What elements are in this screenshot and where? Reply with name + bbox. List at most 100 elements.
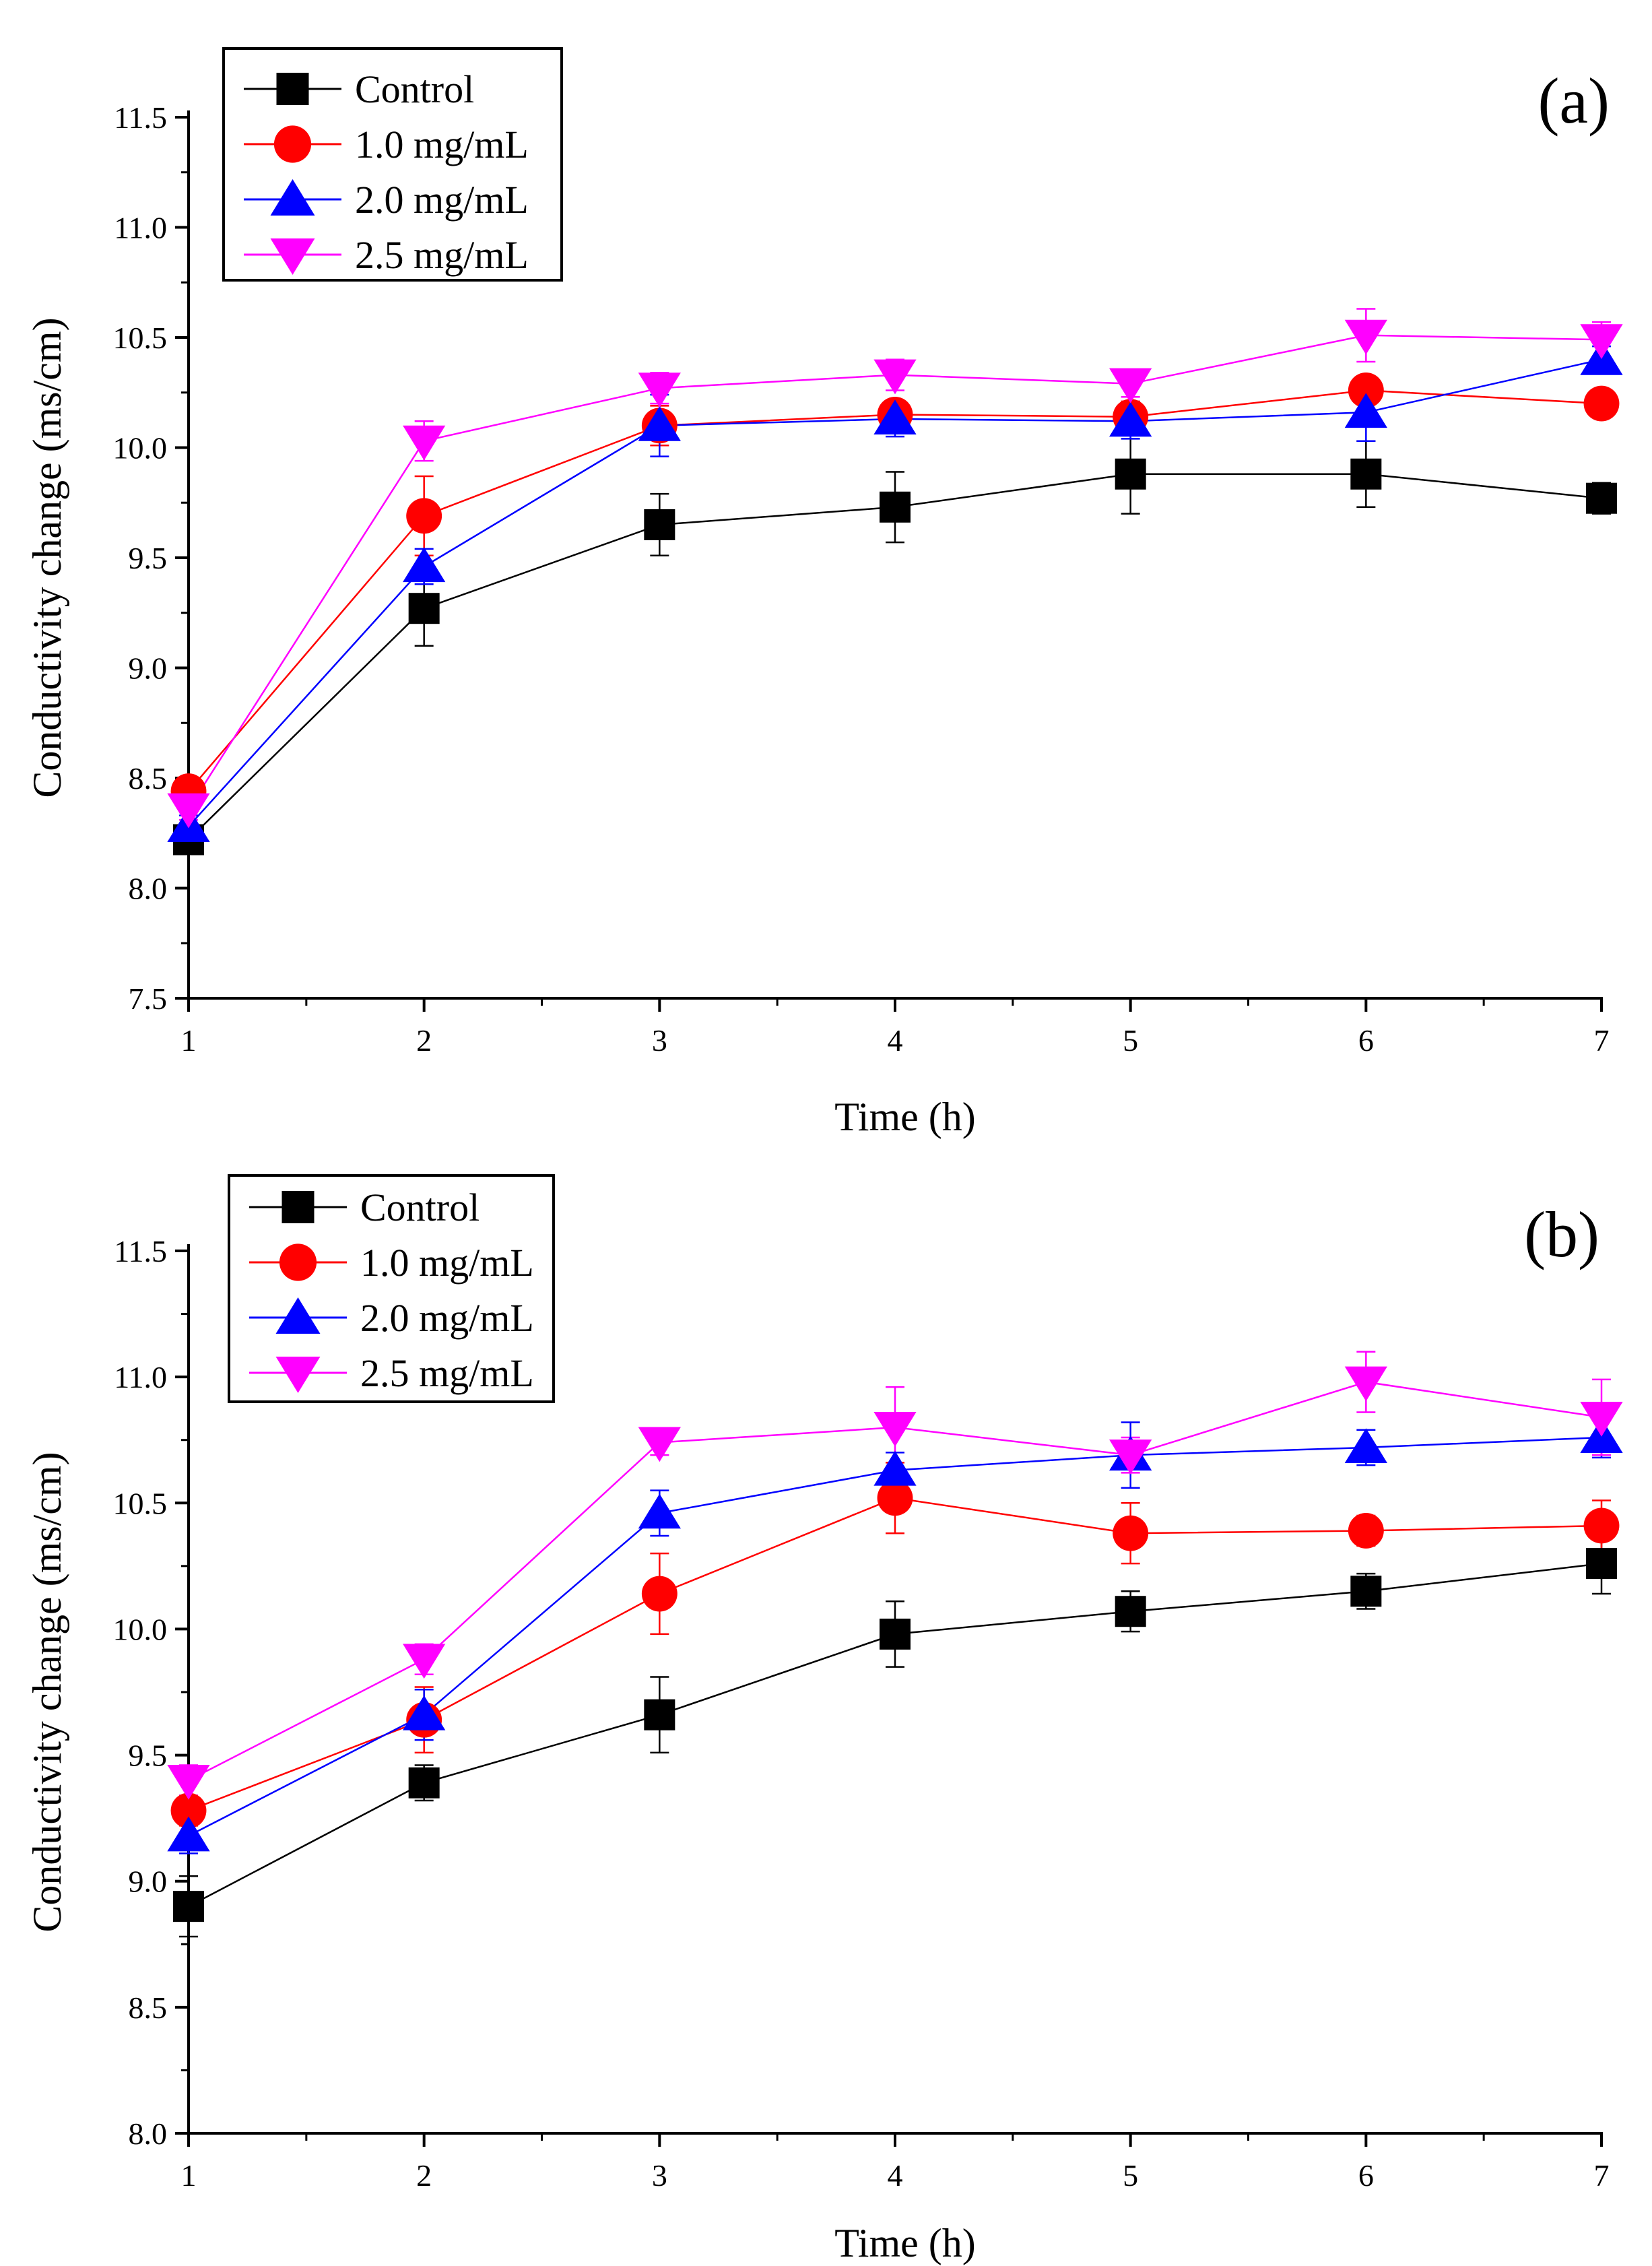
data-point — [877, 1480, 913, 1516]
y-axis-title: Conductivity change (ms/cm) — [25, 317, 69, 798]
x-tick-label: 1 — [181, 2158, 197, 2193]
y-tick-label: 10.5 — [113, 1486, 168, 1520]
x-tick-label: 2 — [416, 1023, 432, 1058]
data-point — [403, 1644, 446, 1679]
y-tick-label: 8.0 — [129, 872, 168, 906]
legend: Control 1.0 mg/mL 2.0 mg/mL 2.5 mg/mL — [222, 47, 563, 282]
legend-label: Control — [355, 67, 474, 111]
markers-series-1 — [170, 1480, 1620, 1829]
panel-label: (b) — [1524, 1198, 1599, 1270]
data-point — [1115, 1596, 1146, 1627]
data-point — [1350, 1576, 1382, 1607]
data-point — [1109, 368, 1152, 403]
data-point — [1109, 1439, 1152, 1475]
x-tick-label: 2 — [416, 2158, 432, 2193]
y-tick-label: 8.0 — [129, 2116, 168, 2151]
y-tick-label: 9.0 — [129, 651, 168, 686]
data-point — [1583, 385, 1620, 422]
data-point — [638, 373, 681, 408]
data-point — [644, 1699, 675, 1730]
data-point — [1583, 1508, 1620, 1544]
data-point — [1344, 393, 1387, 428]
data-point — [1348, 1513, 1384, 1549]
chart-panel-b: 8.0 8.5 9.0 9.5 10.0 10.5 11.0 11.5 1 2 3 4 5 6 7 Time … — [25, 1174, 1623, 2265]
y-tick-label: 9.0 — [129, 1865, 168, 1899]
legend-label: Control — [360, 1186, 480, 1229]
y-tick-label: 11.0 — [114, 1360, 167, 1394]
data-point — [1350, 458, 1382, 490]
legend-label: 2.0 mg/mL — [360, 1296, 534, 1340]
data-point — [170, 1792, 207, 1829]
x-tick-label: 6 — [1358, 2158, 1374, 2193]
y-tick-label: 10.0 — [113, 431, 168, 465]
data-point — [873, 359, 917, 395]
legend-label: 2.0 mg/mL — [355, 178, 529, 222]
data-point — [173, 1891, 204, 1922]
data-point — [1115, 458, 1146, 490]
legend-marker — [270, 179, 315, 216]
data-point — [1109, 401, 1152, 437]
data-point — [873, 1450, 917, 1486]
y-tick-label: 8.5 — [129, 1990, 168, 2025]
x-tick-label: 3 — [652, 2158, 667, 2193]
data-point — [1113, 1515, 1149, 1551]
y-tick-label: 9.5 — [129, 541, 168, 575]
markers-series-3 — [167, 319, 1623, 829]
legend-marker — [273, 125, 312, 163]
legend: Control 1.0 mg/mL 2.0 mg/mL 2.5 mg/mL — [228, 1174, 555, 1403]
markers-series-3 — [167, 1366, 1623, 1800]
y-tick-label: 11.5 — [114, 100, 167, 135]
data-point — [1580, 324, 1623, 360]
data-point — [167, 1765, 210, 1800]
legend-label: 2.5 mg/mL — [355, 233, 529, 277]
data-point — [880, 491, 911, 523]
x-tick-label: 5 — [1123, 1023, 1138, 1058]
data-point — [873, 1412, 917, 1447]
data-point — [403, 1695, 446, 1730]
panel-label: (a) — [1538, 65, 1610, 137]
legend-marker — [279, 1243, 317, 1281]
x-tick-label: 3 — [652, 1023, 667, 1058]
data-point — [167, 793, 210, 829]
data-point — [638, 406, 681, 441]
data-point — [1586, 482, 1617, 514]
data-point — [403, 425, 446, 461]
legend-marker — [270, 238, 315, 275]
data-point — [880, 1618, 911, 1650]
x-tick-label: 5 — [1123, 2158, 1138, 2193]
legend-label: 2.5 mg/mL — [360, 1351, 534, 1395]
data-point — [167, 1816, 210, 1852]
data-point — [638, 1427, 681, 1462]
data-point — [641, 1576, 678, 1612]
x-tick-label: 4 — [888, 1023, 903, 1058]
x-axis-title: Time (h) — [834, 2221, 975, 2265]
legend-label: 1.0 mg/mL — [355, 123, 529, 166]
data-point — [1344, 1428, 1387, 1463]
x-tick-label: 7 — [1594, 1023, 1610, 1058]
data-point — [873, 399, 917, 434]
x-tick-label: 1 — [181, 1023, 197, 1058]
data-point — [1586, 1548, 1617, 1580]
data-point — [403, 547, 446, 583]
y-axis-title: Conductivity change (ms/cm) — [25, 1452, 69, 1932]
data-point — [1344, 319, 1387, 355]
chart-panel-a: 7.5 8.0 8.5 9.0 9.5 10.0 10.5 11.0 11.5 1 2 3 4 5 6 7 Ti… — [25, 47, 1623, 1139]
legend-label: 1.0 mg/mL — [360, 1241, 534, 1285]
data-point — [408, 593, 440, 624]
y-tick-label: 9.5 — [129, 1739, 168, 1773]
y-tick-label: 7.5 — [129, 981, 168, 1016]
data-point — [406, 498, 442, 534]
data-point — [638, 1493, 681, 1529]
data-point — [644, 509, 675, 540]
legend-marker — [282, 1191, 315, 1223]
data-point — [1580, 1402, 1623, 1437]
data-point — [408, 1767, 440, 1799]
x-tick-label: 6 — [1358, 1023, 1374, 1058]
markers-series-2 — [167, 339, 1623, 842]
data-point — [1344, 1366, 1387, 1402]
x-tick-label: 4 — [888, 2158, 903, 2193]
y-tick-label: 8.5 — [129, 761, 168, 796]
legend-marker — [275, 1357, 321, 1393]
